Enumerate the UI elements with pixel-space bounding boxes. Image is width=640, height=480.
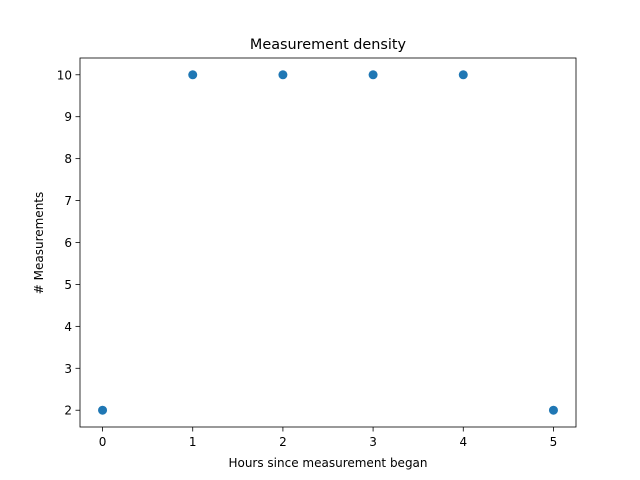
y-tick-label: 10 bbox=[57, 68, 72, 82]
data-point bbox=[368, 70, 378, 80]
y-tick-label: 3 bbox=[64, 362, 72, 376]
chart-title: Measurement density bbox=[250, 37, 407, 53]
y-tick-label: 9 bbox=[64, 110, 72, 124]
x-tick-label: 4 bbox=[459, 435, 467, 449]
plot-area: 0 1 2 3 4 5 2 3 4 5 6 7 8 9 10 bbox=[57, 57, 577, 449]
x-axis-label: Hours since measurement began bbox=[228, 456, 427, 470]
y-tick-label: 8 bbox=[64, 152, 72, 166]
y-tick-label: 6 bbox=[64, 236, 72, 250]
x-tick-label: 5 bbox=[550, 435, 558, 449]
y-tick-label: 2 bbox=[64, 404, 72, 418]
axes-frame bbox=[79, 57, 577, 428]
x-tick-label: 0 bbox=[99, 435, 107, 449]
data-point bbox=[458, 70, 468, 80]
x-tick-label: 2 bbox=[279, 435, 287, 449]
data-point bbox=[98, 405, 108, 415]
data-point bbox=[278, 70, 288, 80]
data-point bbox=[188, 70, 198, 80]
y-tick-label: 4 bbox=[64, 320, 72, 334]
y-tick-label: 5 bbox=[64, 278, 72, 292]
data-point bbox=[548, 405, 558, 415]
y-axis-label: # Measurements bbox=[32, 192, 46, 295]
x-tick-label: 3 bbox=[369, 435, 377, 449]
y-tick-label: 7 bbox=[64, 194, 72, 208]
x-tick-label: 1 bbox=[189, 435, 197, 449]
